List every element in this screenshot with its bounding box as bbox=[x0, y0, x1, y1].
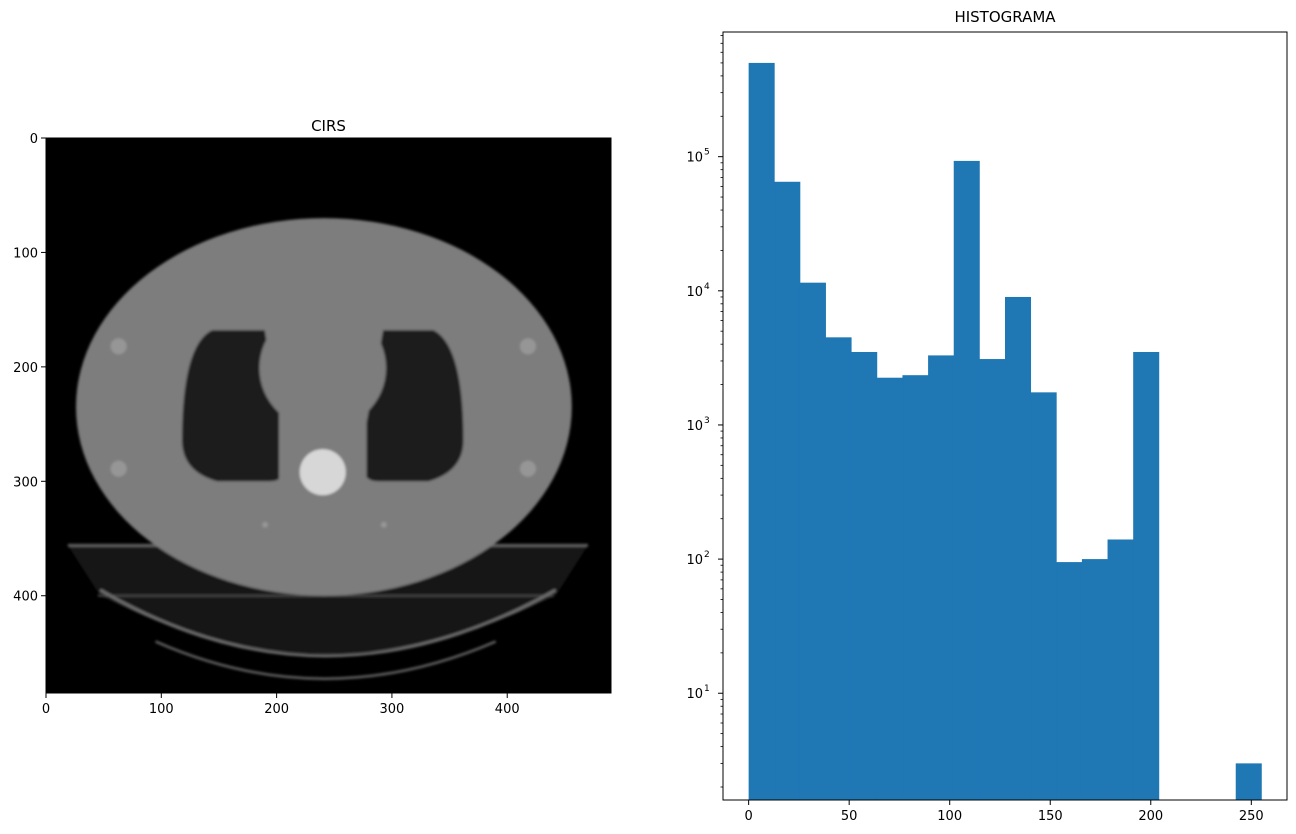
histogram-bar bbox=[774, 181, 801, 800]
image-title: CIRS bbox=[311, 117, 346, 135]
histogram-y-tick-exponent: 4 bbox=[704, 282, 710, 292]
histogram-bar bbox=[876, 377, 903, 800]
histogram-bar bbox=[902, 375, 929, 800]
fiducial-marker bbox=[110, 460, 127, 477]
histogram-title: HISTOGRAMA bbox=[954, 8, 1056, 26]
fiducial-marker bbox=[519, 460, 537, 477]
histogram-bar bbox=[851, 351, 878, 800]
couch-curve-upper bbox=[99, 588, 557, 658]
couch-shell bbox=[67, 545, 588, 653]
histogram-x-tick-label: 0 bbox=[744, 809, 752, 824]
histogram-bar bbox=[953, 160, 980, 800]
histogram-bars bbox=[748, 62, 1262, 800]
histogram-y-tick-exponent: 2 bbox=[704, 550, 710, 560]
histogram-bar bbox=[979, 359, 1006, 800]
spine bbox=[299, 449, 346, 496]
histogram-x-tick-label: 150 bbox=[1038, 809, 1063, 824]
histogram-x-tick-label: 100 bbox=[937, 809, 962, 824]
histogram-y-tick-label: 10 bbox=[686, 553, 703, 568]
lung-left bbox=[182, 330, 285, 482]
histogram-x-tick-label: 50 bbox=[841, 809, 858, 824]
image-x-tick-label: 300 bbox=[380, 702, 405, 717]
fiducial-marker bbox=[110, 338, 127, 355]
histogram-bar bbox=[928, 355, 955, 800]
table-marker bbox=[262, 521, 269, 528]
histogram-bar bbox=[748, 62, 775, 800]
histogram-bar bbox=[1133, 351, 1160, 800]
histogram-y-tick-label: 10 bbox=[686, 285, 703, 300]
histogram-panel: HISTOGRAMA 0 50 100 150 200 250 10 110 210 310 41… bbox=[686, 8, 1288, 824]
histogram-bar bbox=[1235, 763, 1262, 800]
couch-curve-lower bbox=[155, 640, 497, 680]
histogram-x-tick-label: 200 bbox=[1138, 809, 1163, 824]
histogram-y-tick-label: 10 bbox=[686, 419, 703, 434]
histogram-bar bbox=[1081, 559, 1108, 800]
fiducial-marker bbox=[519, 338, 537, 355]
histogram-bar bbox=[825, 337, 852, 800]
ct-image-panel: CIRS 0 100 200 300 400 0 100 200 300 400 bbox=[13, 117, 612, 717]
histogram-y-tick-label: 10 bbox=[686, 687, 703, 702]
histogram-x-ticks: 0 50 100 150 200 250 bbox=[744, 800, 1264, 824]
image-x-tick-label: 0 bbox=[42, 702, 50, 717]
image-y-tick-label: 100 bbox=[13, 246, 38, 261]
image-x-tick-label: 400 bbox=[495, 702, 520, 717]
histogram-bar bbox=[799, 282, 826, 800]
image-y-tick-label: 0 bbox=[30, 132, 38, 147]
histogram-frame bbox=[722, 31, 1288, 801]
image-y-tick-label: 200 bbox=[13, 361, 38, 376]
image-frame bbox=[45, 137, 612, 694]
histogram-bar bbox=[1030, 392, 1057, 800]
image-y-tick-label: 300 bbox=[13, 475, 38, 490]
histogram-bar bbox=[1005, 296, 1032, 800]
image-x-tick-label: 200 bbox=[264, 702, 289, 717]
histogram-bar bbox=[1056, 562, 1083, 800]
image-x-ticks: 0 100 200 300 400 bbox=[42, 693, 520, 717]
histogram-bar bbox=[1107, 539, 1134, 800]
ct-phantom bbox=[67, 218, 588, 680]
image-y-tick-label: 400 bbox=[13, 590, 38, 605]
image-y-ticks: 0 100 200 300 400 bbox=[13, 132, 46, 605]
histogram-y-tick-exponent: 1 bbox=[704, 684, 710, 694]
lung-right bbox=[363, 330, 464, 482]
histogram-y-tick-exponent: 3 bbox=[704, 416, 710, 426]
table-marker bbox=[380, 521, 387, 528]
histogram-x-tick-label: 250 bbox=[1239, 809, 1264, 824]
histogram-y-tick-label: 10 bbox=[686, 151, 703, 166]
histogram-y-tick-exponent: 5 bbox=[704, 148, 710, 158]
image-x-tick-label: 100 bbox=[149, 702, 174, 717]
